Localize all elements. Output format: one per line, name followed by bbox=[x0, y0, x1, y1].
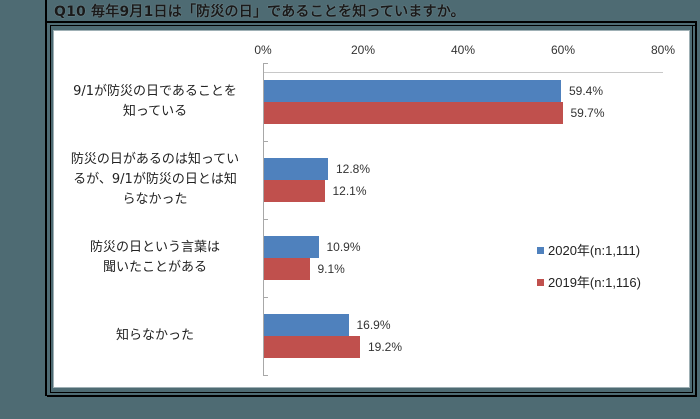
value-label-2019: 59.7% bbox=[570, 106, 605, 120]
x-axis-line bbox=[263, 72, 663, 73]
category-label: 9/1が防災の日であることを 知っている bbox=[73, 84, 237, 119]
value-label-2020: 59.4% bbox=[569, 84, 604, 98]
value-label-2020: 12.8% bbox=[336, 162, 371, 176]
category-label: 防災の日という言葉は 聞いたことがある bbox=[89, 240, 220, 275]
legend-label-2019: 2019年(n:1,116) bbox=[548, 275, 641, 290]
x-axis-tick-label: 80% bbox=[650, 43, 676, 57]
category-label: 防災の日があるのは知ってい るが、9/1が防災の日とは知 らなかった bbox=[70, 152, 240, 207]
y-axis-tick bbox=[263, 297, 268, 298]
x-axis-tick-label: 20% bbox=[350, 43, 376, 57]
frame-line-left-outer bbox=[45, 0, 47, 396]
frame-line-bottom-inner bbox=[50, 392, 693, 393]
legend-label-2020: 2020年(n:1,111) bbox=[548, 243, 641, 258]
bar-2020 bbox=[264, 158, 328, 180]
frame-line-left-inner bbox=[50, 25, 51, 393]
x-axis-tick-label: 0% bbox=[254, 43, 272, 57]
legend-item-2019: 2019年(n:1,116) bbox=[537, 274, 641, 292]
bar-2019 bbox=[264, 258, 310, 280]
y-axis-tick bbox=[263, 63, 268, 64]
x-axis-tick-label: 40% bbox=[450, 43, 476, 57]
value-label-2019: 9.1% bbox=[317, 262, 345, 276]
bar-2020 bbox=[264, 236, 319, 258]
bar-2019 bbox=[264, 180, 325, 202]
bar-2019 bbox=[264, 102, 563, 124]
frame-line-right-outer bbox=[695, 21, 697, 397]
y-axis-tick bbox=[263, 375, 268, 376]
y-axis-tick bbox=[263, 219, 268, 220]
bar-2020 bbox=[264, 80, 561, 102]
category-label: 知らなかった bbox=[115, 328, 194, 343]
value-label-2019: 19.2% bbox=[368, 340, 403, 354]
value-label-2019: 12.1% bbox=[332, 184, 367, 198]
legend-item-2020: 2020年(n:1,111) bbox=[537, 242, 640, 260]
chart-title: Q10 毎年9月1日は「防災の日」であることを知っていますか。 bbox=[54, 4, 465, 20]
value-label-2020: 16.9% bbox=[356, 318, 391, 332]
frame-line-bottom-outer bbox=[47, 395, 697, 397]
legend-swatch-2019 bbox=[537, 279, 544, 286]
frame-line-right-inner bbox=[692, 25, 693, 393]
y-axis-tick bbox=[263, 141, 268, 142]
value-label-2020: 10.9% bbox=[326, 240, 361, 254]
bar-2019 bbox=[264, 336, 360, 358]
frame-line-top bbox=[45, 21, 697, 23]
legend-swatch-2020 bbox=[537, 247, 544, 254]
frame-line-top-inner bbox=[50, 25, 695, 26]
bar-2020 bbox=[264, 314, 349, 336]
x-axis-tick-label: 60% bbox=[550, 43, 576, 57]
